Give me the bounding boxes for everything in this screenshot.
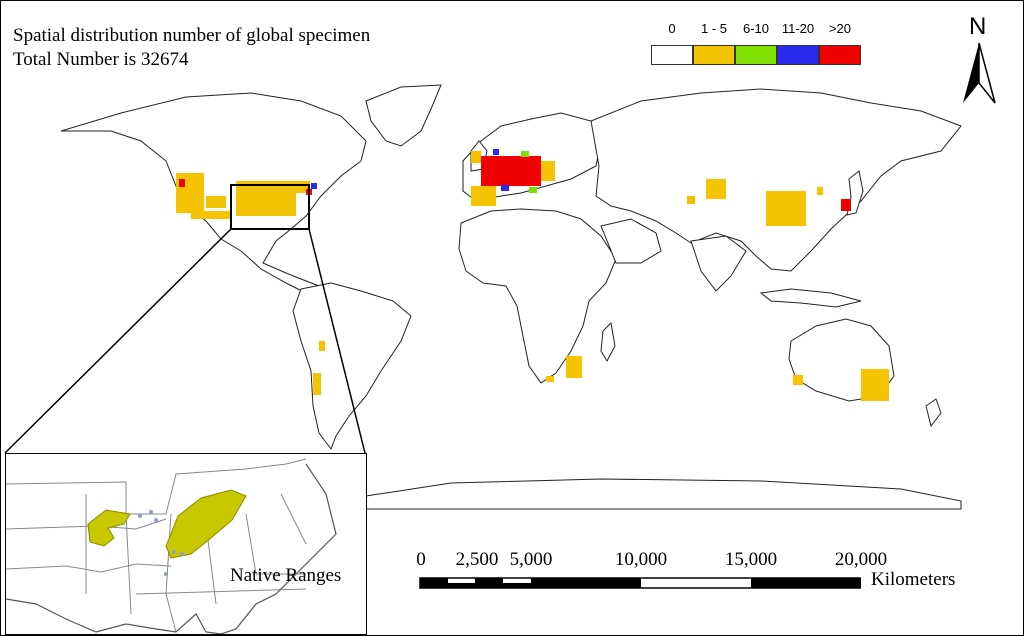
new-zealand-outline	[925, 398, 942, 428]
native-range-west	[87, 509, 131, 547]
density-cells	[176, 149, 889, 401]
map-title: Spatial distribution number of global sp…	[13, 25, 371, 46]
north-america-outline	[60, 92, 367, 294]
scale-tick-4: 15,000	[724, 549, 778, 570]
legend-swatch-1	[693, 45, 735, 65]
india-outline	[690, 235, 747, 292]
greenland-outline	[365, 84, 442, 147]
north-arrow-icon	[963, 42, 996, 104]
map-subtitle-total: Total Number is 32674	[13, 49, 189, 70]
legend-swatch-4	[819, 45, 861, 65]
inset-map	[6, 458, 337, 634]
arabia-outline	[600, 218, 662, 264]
record-points	[138, 510, 184, 576]
legend-label-0: 0	[668, 21, 676, 36]
scale-unit: Kilometers	[871, 569, 956, 590]
scale-tick-3: 10,000	[614, 549, 668, 570]
scale-tick-1: 2,500	[455, 549, 499, 570]
indonesia-outline	[759, 288, 862, 308]
south-america-outline	[292, 282, 412, 451]
scale-tick-5: 20,000	[834, 549, 888, 570]
native-ranges-inset: Native Ranges	[5, 453, 367, 635]
legend-label-4: >20	[828, 21, 852, 36]
legend-label-3: 11-20	[781, 21, 815, 36]
scale-tick-0: 0	[416, 549, 426, 570]
legend-label-2: 6-10	[742, 21, 770, 36]
madagascar-outline	[600, 321, 616, 363]
native-range-east	[165, 489, 247, 559]
scale-bar-graphic	[419, 577, 861, 589]
africa-outline	[458, 208, 617, 384]
scale-bar: 0 2,500 5,000 10,000 15,000 20,000 Kilom…	[411, 549, 971, 599]
inset-label: Native Ranges	[230, 565, 342, 586]
antarctica-outline	[365, 478, 962, 510]
legend-swatch-2	[735, 45, 777, 65]
asia-outline	[590, 88, 962, 272]
scale-tick-2: 5,000	[509, 549, 553, 570]
legend-label-1: 1 - 5	[700, 21, 728, 36]
north-label: N	[969, 13, 987, 40]
legend-swatch-3	[777, 45, 819, 65]
legend-swatch-0	[651, 45, 693, 65]
